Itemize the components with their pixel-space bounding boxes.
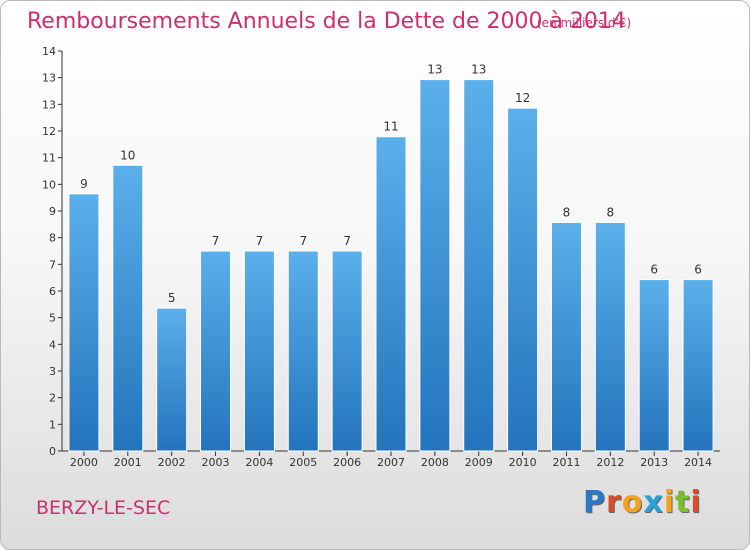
logo-letter-o: o (621, 485, 644, 520)
logo-letter-p: P (583, 485, 606, 520)
data-label-2005: 7 (299, 234, 307, 248)
bar-2014 (682, 279, 714, 452)
x-tick-label-2001: 2001 (114, 456, 142, 469)
data-label-2003: 7 (212, 234, 220, 248)
bar-2006 (331, 250, 363, 452)
y-tick-label: 7 (49, 258, 56, 271)
logo-letter-r: r (606, 485, 622, 520)
bar-2002 (156, 307, 188, 452)
x-tick-label-2000: 2000 (70, 456, 98, 469)
bar-2004 (243, 250, 275, 452)
commune-name: BERZY-LE-SEC (36, 497, 171, 519)
chart-title: Remboursements Annuels de la Dette de 20… (27, 9, 626, 34)
y-tick-label: 5 (49, 312, 56, 325)
bar-2009 (463, 79, 495, 452)
logo-letter-t: t (675, 485, 691, 520)
x-tick-label-2008: 2008 (421, 456, 449, 469)
y-tick-label: 1 (49, 418, 56, 431)
bar-2010 (507, 107, 539, 452)
bar-2013 (638, 279, 670, 452)
y-tick-label: 6 (49, 285, 56, 298)
bar-2012 (594, 221, 626, 452)
data-label-2014: 6 (694, 263, 702, 277)
bars-layer (68, 79, 714, 452)
data-label-2012: 8 (607, 205, 615, 219)
logo-letter-x: x (643, 485, 664, 520)
x-tick-label-2002: 2002 (158, 456, 186, 469)
data-label-2009: 13 (471, 63, 486, 77)
y-tick-label: 10 (42, 178, 56, 191)
x-tick-label-2009: 2009 (465, 456, 493, 469)
y-tick-label: 9 (49, 205, 56, 218)
logo-letter-i-2: i (690, 485, 702, 520)
y-tick-label: 14 (42, 45, 56, 58)
data-label-2008: 13 (427, 63, 442, 77)
chart-unit: (en milliers d'€) (537, 16, 632, 30)
y-tick-label: 3 (49, 365, 56, 378)
bar-2007 (375, 136, 407, 452)
y-tick-label: 13 (42, 98, 56, 111)
x-tick-label-2003: 2003 (202, 456, 230, 469)
y-tick-label: 13 (42, 72, 56, 85)
bar-2005 (287, 250, 319, 452)
x-tick-label-2004: 2004 (245, 456, 273, 469)
y-tick-label: 8 (49, 232, 56, 245)
bar-2011 (550, 221, 582, 452)
y-tick-label: 12 (42, 125, 56, 138)
data-label-2013: 6 (650, 263, 658, 277)
y-tick-label: 4 (49, 338, 56, 351)
y-tick-label: 11 (42, 152, 56, 165)
data-label-2000: 9 (80, 177, 88, 191)
bar-2000 (68, 193, 100, 452)
y-tick-label: 0 (49, 445, 56, 458)
data-label-2004: 7 (256, 234, 264, 248)
labels-layer: 2000 9 2001 10 2002 5 2003 7 2004 7 2005 7 2006 7 2007… (70, 63, 712, 469)
x-tick-label-2005: 2005 (289, 456, 317, 469)
proxiti-logo: Proxiti (583, 485, 701, 527)
x-tick-label-2012: 2012 (596, 456, 624, 469)
x-tick-label-2014: 2014 (684, 456, 712, 469)
data-label-2001: 10 (120, 148, 135, 162)
logo-letter-i: i (663, 485, 676, 520)
x-tick-label-2007: 2007 (377, 456, 405, 469)
x-tick-label-2013: 2013 (640, 456, 668, 469)
bar-2001 (112, 164, 144, 452)
bar-2003 (200, 250, 232, 452)
data-label-2011: 8 (563, 205, 571, 219)
data-label-2002: 5 (168, 291, 176, 305)
data-label-2010: 12 (515, 91, 530, 105)
x-tick-label-2010: 2010 (509, 456, 537, 469)
bar-2008 (419, 79, 451, 452)
x-tick-label-2006: 2006 (333, 456, 361, 469)
data-label-2007: 11 (383, 120, 398, 134)
x-tick-label-2011: 2011 (552, 456, 580, 469)
y-tick-label: 2 (49, 392, 56, 405)
data-label-2006: 7 (343, 234, 351, 248)
